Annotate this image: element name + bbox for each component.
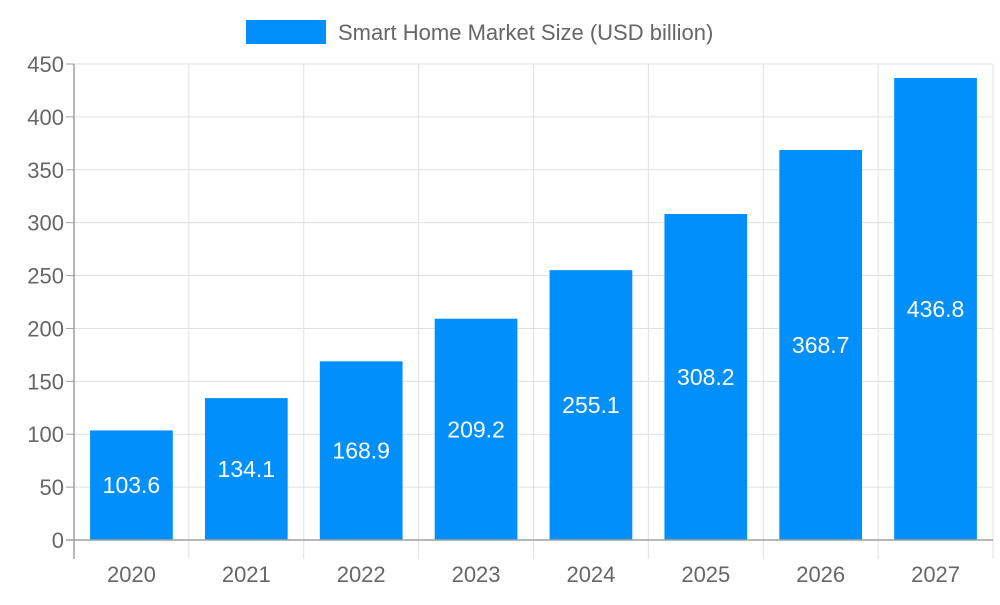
legend-swatch	[246, 20, 326, 44]
y-tick-label: 150	[27, 369, 64, 394]
data-label: 103.6	[103, 472, 161, 498]
bar	[204, 398, 288, 540]
x-tick-label: 2024	[566, 562, 615, 587]
axes: 0 50 100 150 200 250 300 350 400 450 2020 2021 2022 2…	[27, 52, 993, 587]
bar	[894, 77, 977, 540]
y-tick-label: 300	[27, 211, 64, 236]
data-label: 168.9	[332, 438, 390, 464]
legend-label: Smart Home Market Size (USD billion)	[338, 20, 713, 45]
y-tick-label: 350	[27, 158, 64, 183]
x-tick-label: 2027	[911, 562, 960, 587]
bar	[90, 430, 173, 540]
y-tick-label: 100	[27, 422, 64, 447]
y-tick-label: 250	[27, 264, 64, 289]
data-label: 368.7	[792, 332, 850, 358]
bar	[779, 149, 863, 541]
data-label: 436.8	[907, 296, 965, 322]
x-tick-label: 2023	[452, 562, 501, 587]
bars: 103.6 134.1 168.9 209.2 255.1 308.2 368.7 436.8	[90, 77, 977, 541]
y-tick-label: 200	[27, 316, 64, 341]
bar	[549, 270, 633, 540]
data-label: 255.1	[562, 392, 620, 418]
bar	[664, 213, 748, 540]
x-tick-label: 2025	[681, 562, 730, 587]
bar	[319, 361, 403, 540]
data-label: 134.1	[218, 456, 276, 482]
y-tick-label: 450	[27, 52, 64, 77]
bar	[434, 318, 518, 540]
legend[interactable]: Smart Home Market Size (USD billion)	[246, 20, 713, 45]
data-label: 308.2	[677, 364, 735, 390]
y-tick-label: 0	[52, 528, 64, 553]
x-tick-label: 2026	[796, 562, 845, 587]
x-tick-label: 2022	[337, 562, 386, 587]
grid	[74, 63, 994, 559]
data-label: 209.2	[447, 416, 505, 442]
y-tick-label: 400	[27, 105, 64, 130]
x-tick-label: 2021	[222, 562, 271, 587]
x-tick-label: 2020	[107, 562, 156, 587]
y-tick-label: 50	[40, 475, 64, 500]
